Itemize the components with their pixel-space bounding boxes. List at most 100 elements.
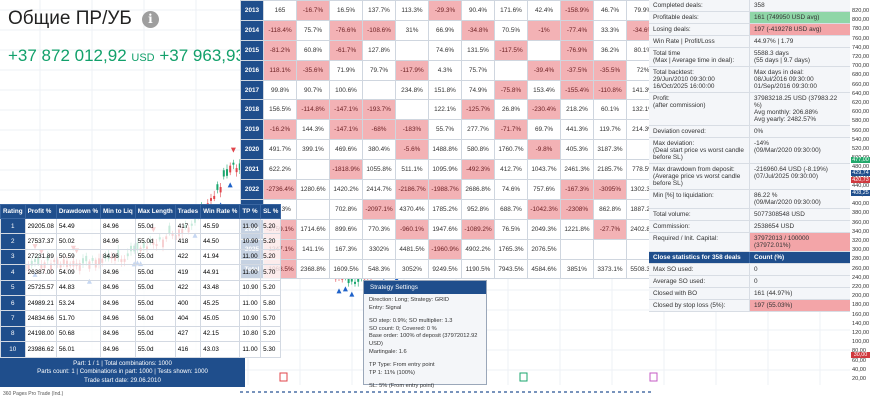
rating-cell: 5.70 [260, 310, 282, 327]
rating-header-cell[interactable]: TP % [239, 204, 262, 219]
month-return-cell: 69.7% [527, 119, 561, 141]
stat-row: Total volume: 5077308548 USD [649, 209, 850, 221]
rating-row[interactable]: 4 26387.00 54.09 84.96 55.0d 419 44.91 11.00 5.7… [0, 264, 282, 281]
month-return-cell [494, 59, 528, 81]
month-return-cell: -9.8% [527, 139, 561, 161]
rating-header-cell[interactable]: Min to Liq [100, 204, 136, 219]
month-return-cell: 1190.5% [461, 258, 495, 280]
long-signal-arrow [336, 288, 342, 294]
stat-row: Losing deals: 197 (-419278 USD avg) [649, 24, 850, 36]
long-signal-arrow [342, 286, 348, 292]
rating-row[interactable]: 3 27231.89 50.59 84.96 55.0d 422 41.94 11.00 5.2… [0, 248, 282, 266]
rating-cell: 84.96 [100, 310, 136, 327]
month-return-cell: 1609.5% [329, 258, 363, 280]
month-return-cell: 412.7% [494, 159, 528, 181]
long-signal-arrow [227, 182, 233, 188]
rating-row[interactable]: 10 23986.62 56.01 84.96 55.0d 416 43.03 11.00 5.… [0, 341, 282, 358]
month-return-cell: 74.6% [428, 39, 462, 61]
info-icon[interactable]: i [141, 10, 159, 28]
rating-cell: 43.48 [200, 279, 241, 296]
stat-row: Close statistics for 358 deals Count (%) [649, 252, 850, 264]
rating-cell: 1 [0, 217, 26, 235]
month-return-cell: 548.3% [362, 258, 396, 280]
axis-tick-label: 120,00 [852, 330, 870, 336]
rating-cell: 416 [174, 341, 202, 358]
rating-cell: 55.0d [134, 217, 176, 235]
rating-cell: 50.68 [55, 325, 102, 343]
rating-cell: 55.0d [134, 325, 176, 343]
month-return-cell: 42.4% [527, 0, 561, 21]
month-return-cell: 4481.5% [395, 238, 429, 260]
rating-row[interactable]: 6 24989.21 53.24 84.96 55.0d 400 45.25 11.00 5.8… [0, 294, 282, 312]
axis-tick-label: 320,00 [852, 238, 870, 244]
month-return-cell: -81.2% [263, 39, 297, 61]
rating-header-cell[interactable]: Profit % [24, 204, 57, 219]
rating-cell: 84.96 [100, 233, 136, 250]
rating-header-cell[interactable]: Max Length [134, 204, 176, 219]
axis-tick-label: 80,00 [852, 348, 866, 354]
rating-cell: 4 [0, 264, 26, 281]
rating-row[interactable]: 5 25725.57 44.83 84.96 55.0d 422 43.48 10.90 5.2… [0, 279, 282, 296]
event-marker[interactable] [519, 372, 528, 382]
month-return-cell: -118.4% [263, 19, 297, 41]
month-return-cell: 9249.5% [428, 258, 462, 280]
year-row: 2015 -81.2% 60.8% -61.7% 127.8% 74.6% 131.5% -1… [240, 39, 700, 61]
rating-row[interactable]: 7 24834.66 51.70 84.96 56.0d 404 45.05 10.90 5.7… [0, 310, 282, 327]
event-marker[interactable] [649, 372, 658, 382]
stat-value: 0 [754, 278, 758, 285]
rating-header-cell[interactable]: Drawdown % [55, 204, 102, 219]
rating-header-cell[interactable]: SL % [260, 204, 282, 219]
stat-row: Max deviation: (Deal start price vs wors… [649, 138, 850, 164]
year-row: 2020 491.7% 399.1% 469.6% 380.4% -5.6% 1488.8%… [240, 139, 700, 161]
month-return-cell: 862.8% [593, 198, 627, 220]
stat-label: Max SO used: [649, 264, 750, 275]
strategy-settings-title: Strategy Settings [364, 281, 486, 294]
stat-row: Max drawdown from deposit: (Average pric… [649, 164, 850, 190]
stat-row: Profit: (after commission) 37983218.25 US… [649, 93, 850, 126]
pnl-currency: USD [131, 52, 155, 64]
price-tag: 30,00 [851, 352, 870, 358]
rating-row[interactable]: 1 29205.08 54.49 84.96 55.0d 417 45.59 11.00 5.2… [0, 217, 282, 235]
month-return-cell: 60.1% [593, 99, 627, 121]
month-return-cell: 141.1% [296, 238, 330, 260]
month-return-cell: -147.1% [329, 119, 363, 141]
rating-header-cell[interactable]: Rating [0, 204, 26, 219]
rating-cell: 55.0d [134, 341, 176, 358]
month-return-cell: -960.1% [395, 218, 429, 240]
axis-tick-label: 280,00 [852, 256, 870, 263]
rating-row[interactable]: 8 24198.00 50.68 84.96 55.0d 427 42.15 10.80 5.2… [0, 325, 282, 343]
stat-value: 358 [754, 2, 765, 9]
rating-cell: 427 [174, 325, 202, 343]
month-return-cell: 33.3% [593, 19, 627, 41]
month-return-cell: 380.4% [362, 139, 396, 161]
month-return-cell: 1420.2% [329, 179, 363, 200]
price-axis[interactable]: 820,00 800,00 780,00 760,00 740,00 720,00 700,… [851, 0, 870, 400]
rating-header-cell[interactable]: Win Rate % [200, 204, 241, 219]
stat-row: Win Rate | Profit/Loss 44.97% | 1.79 [649, 36, 850, 48]
rating-cell: 84.96 [100, 217, 136, 235]
month-return-cell: 3052% [395, 258, 429, 280]
rating-header-cell[interactable]: Trades [174, 204, 202, 219]
month-return-cell: 770.3% [362, 218, 396, 240]
stat-label: Closed with BO [649, 288, 750, 299]
candle-body [219, 187, 222, 193]
year-label: 2022 [240, 179, 264, 200]
month-return-cell: 1280.6% [296, 179, 330, 200]
rating-cell: 2 [0, 233, 26, 250]
month-return-cell: -39.4% [527, 59, 561, 81]
month-return-cell: 1095.9% [428, 159, 462, 181]
stat-label: Total backtest: 29/Jun/2010 09:30:00 16/… [649, 67, 750, 92]
month-return-cell: -77.4% [560, 19, 594, 41]
event-marker[interactable] [279, 372, 288, 382]
strategy-setting-line: Entry: Signal [369, 304, 402, 311]
rating-row[interactable]: 2 27537.37 50.02 84.96 55.0d 418 44.50 10.90 5.2… [0, 233, 282, 250]
month-return-cell: 4.3% [428, 59, 462, 81]
axis-tick-label: 720,00 [852, 54, 870, 60]
rating-cell: 3 [0, 248, 26, 266]
stat-row: Total time (Max | Average time in deal):… [649, 48, 850, 67]
month-return-cell: -492.3% [461, 159, 495, 181]
month-return-cell: 122.1% [428, 99, 462, 121]
rating-cell: 5.20 [260, 233, 282, 250]
month-return-cell: 688.7% [494, 198, 528, 220]
month-return-cell: 2686.8% [461, 179, 495, 200]
